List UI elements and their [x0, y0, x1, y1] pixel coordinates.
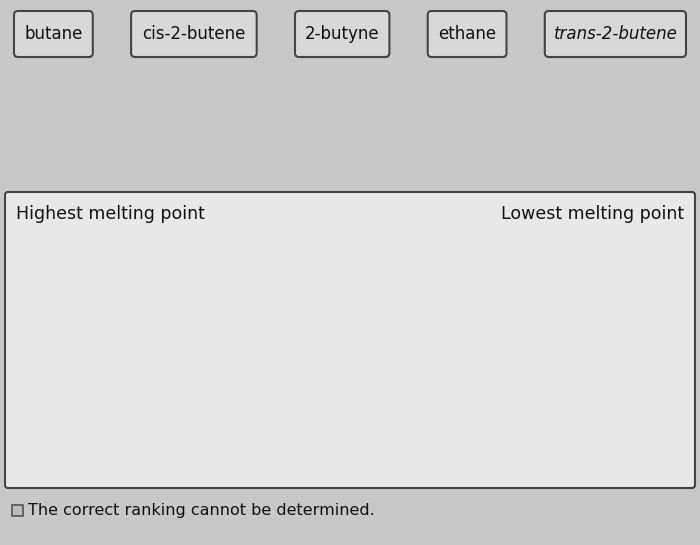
Text: 2-butyne: 2-butyne [305, 25, 379, 43]
Text: trans-2-butene: trans-2-butene [554, 25, 678, 43]
FancyBboxPatch shape [14, 11, 93, 57]
FancyBboxPatch shape [5, 192, 695, 488]
FancyBboxPatch shape [428, 11, 507, 57]
Text: butane: butane [25, 25, 83, 43]
FancyBboxPatch shape [295, 11, 389, 57]
Text: Highest melting point: Highest melting point [16, 205, 205, 223]
Text: cis-2-butene: cis-2-butene [142, 25, 246, 43]
FancyBboxPatch shape [545, 11, 686, 57]
Text: Lowest melting point: Lowest melting point [501, 205, 684, 223]
Text: The correct ranking cannot be determined.: The correct ranking cannot be determined… [28, 502, 375, 518]
FancyBboxPatch shape [131, 11, 257, 57]
Bar [12, 505, 23, 516]
Text: ethane: ethane [438, 25, 496, 43]
